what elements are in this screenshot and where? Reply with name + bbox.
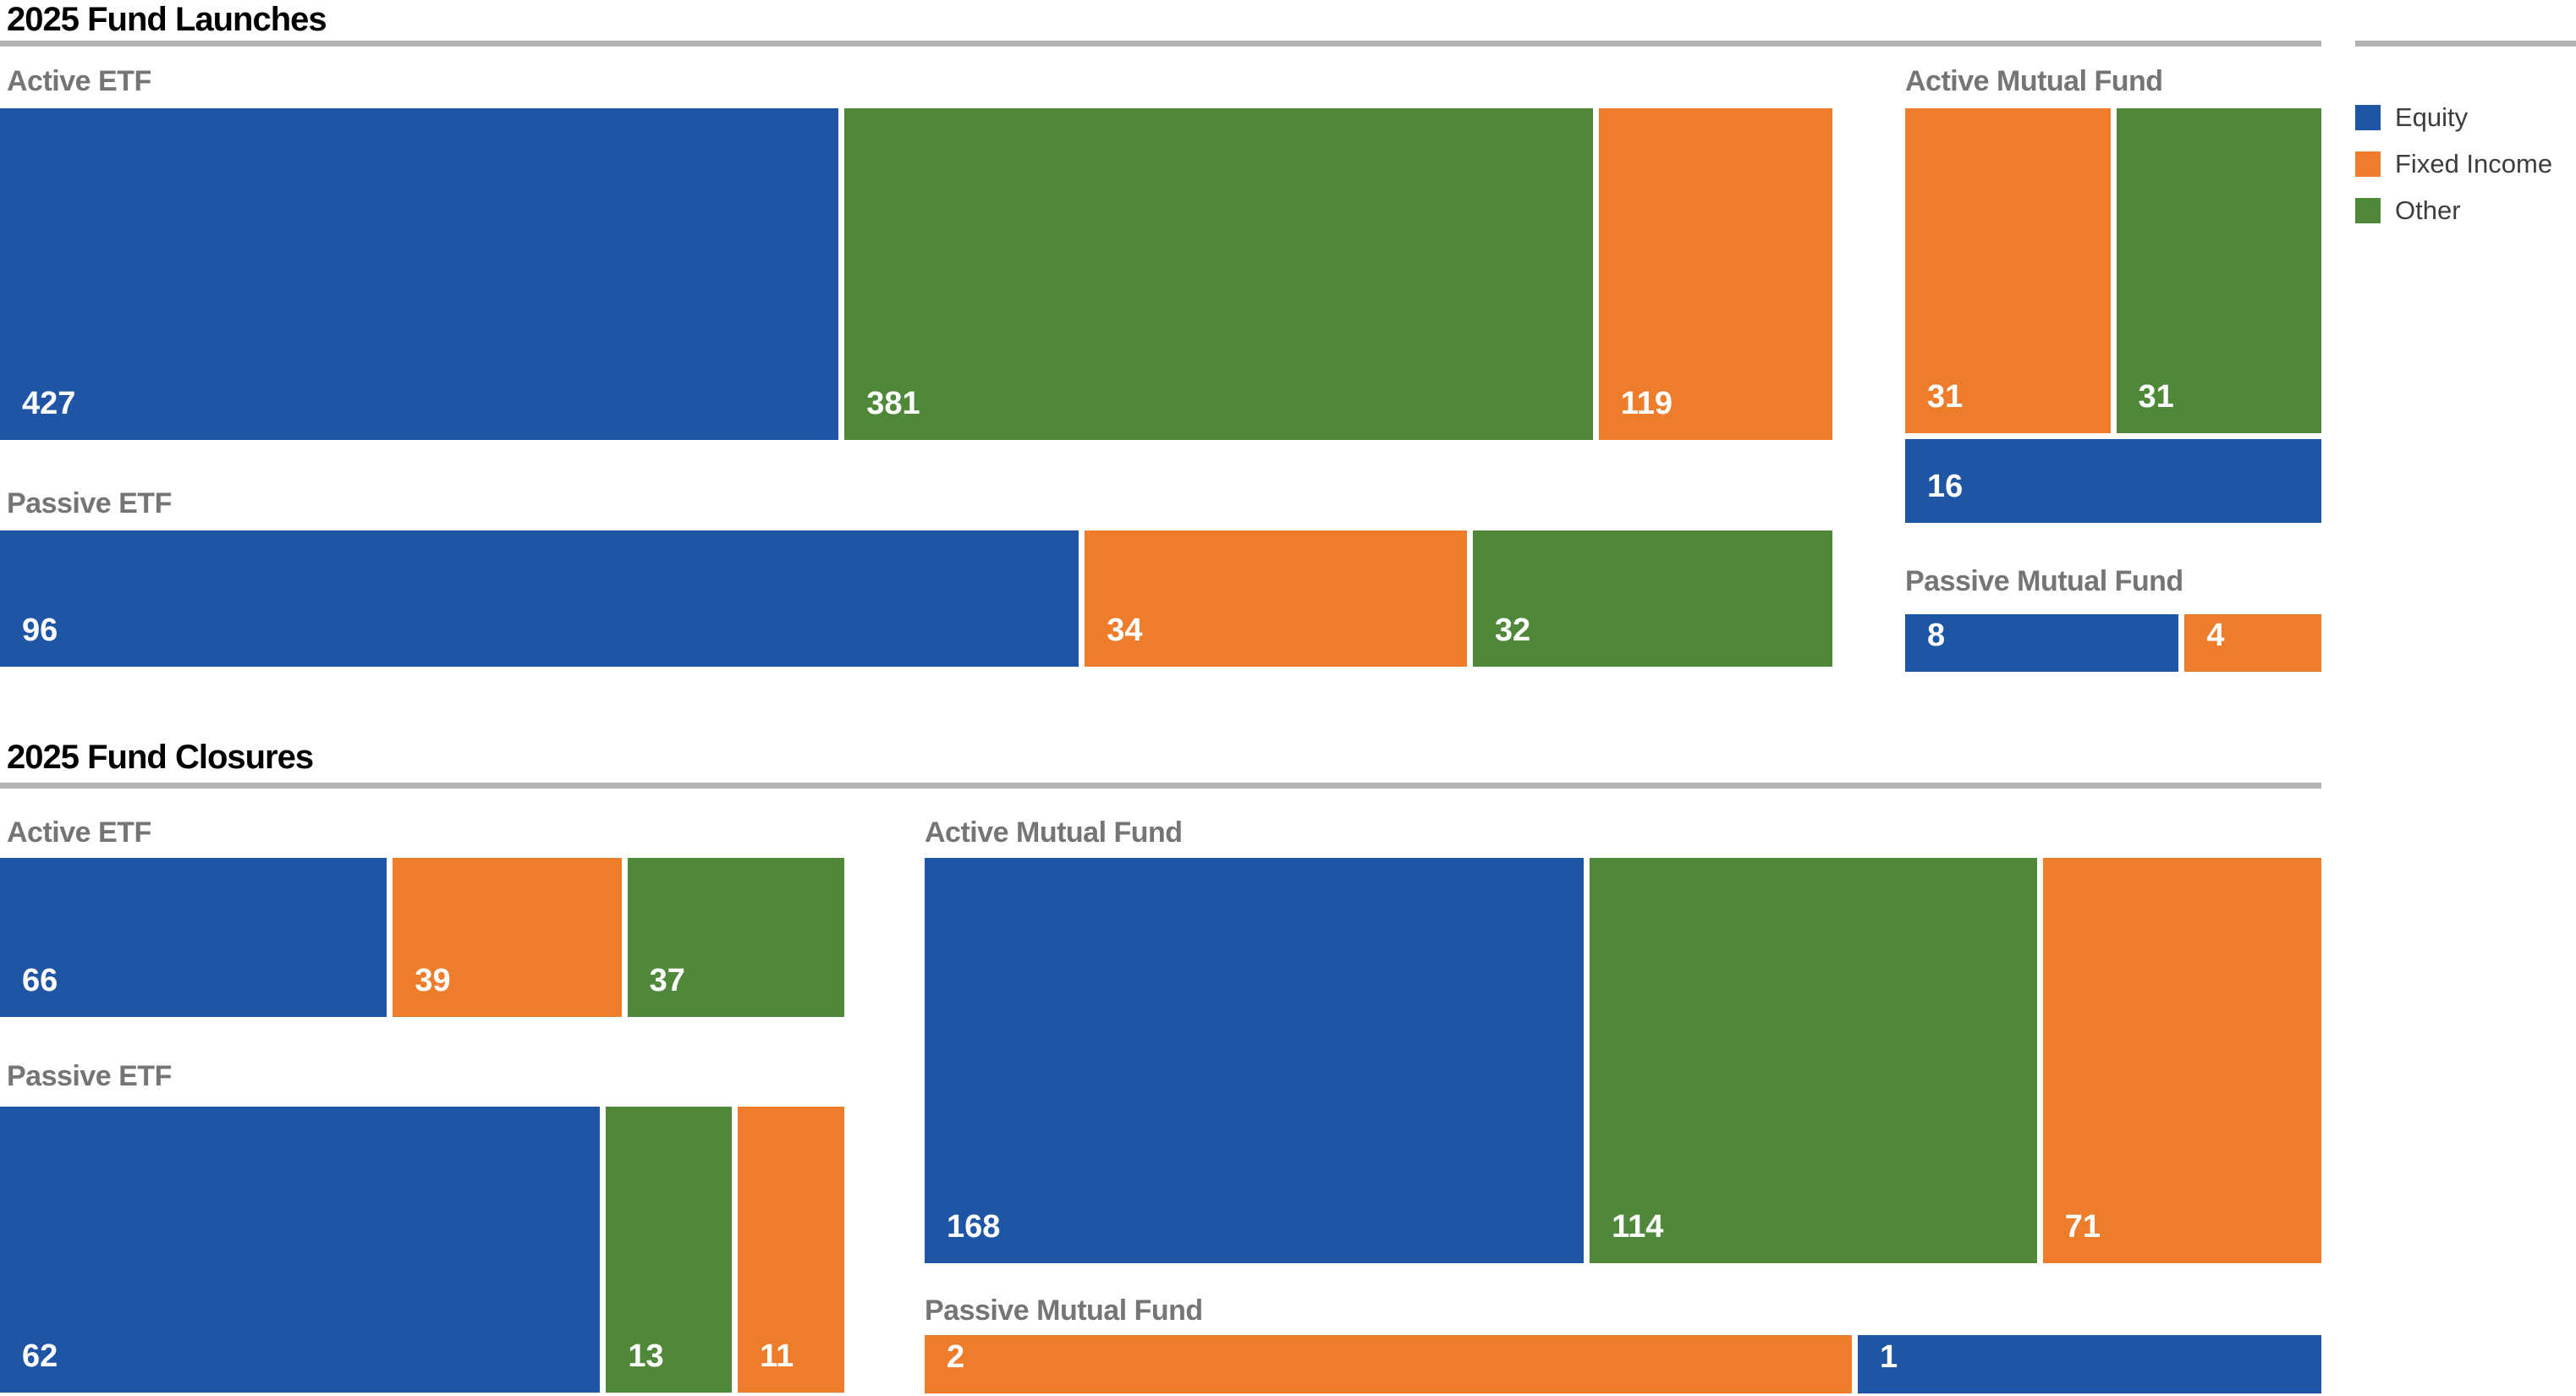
divider-rule-legend: [2355, 41, 2576, 47]
treemap-row: 66 39 37: [0, 858, 844, 1017]
segment-value: 1: [1880, 1339, 1898, 1375]
treemap-row: 168 114 71: [925, 858, 2321, 1263]
legend-label-equity: Equity: [2395, 102, 2469, 132]
legend-label-other: Other: [2395, 195, 2461, 225]
segment-fixed-income: 119: [1598, 108, 1832, 440]
treemap-row: 31 31: [1905, 108, 2321, 433]
segment-value: 4: [2206, 618, 2225, 653]
segment-other: 13: [606, 1107, 733, 1393]
legend-item-other: Other: [2355, 197, 2552, 223]
segment-value: 16: [1927, 469, 1964, 504]
treemap-closures-active-etf: 66 39 37: [0, 858, 844, 1017]
segment-equity: 16: [1905, 438, 2321, 523]
segment-equity: 1: [1858, 1335, 2321, 1393]
segment-equity: 96: [0, 530, 1079, 667]
segment-value: 66: [22, 963, 58, 998]
treemap-closures-passive-etf: 62 13 11: [0, 1107, 844, 1393]
segment-value: 13: [628, 1338, 664, 1374]
treemap-launches-active-mutual-fund: 31 31 16: [1905, 108, 2321, 523]
segment-other: 114: [1590, 858, 2037, 1263]
segment-fixed-income: 31: [1905, 108, 2111, 433]
section-title-fund-launches: 2025 Fund Launches: [7, 1, 327, 38]
segment-equity: 8: [1905, 614, 2179, 672]
segment-value: 37: [649, 963, 685, 998]
segment-value: 114: [1612, 1209, 1664, 1245]
legend-swatch-other: [2355, 197, 2381, 223]
segment-value: 8: [1927, 618, 1946, 653]
segment-equity: 62: [0, 1107, 601, 1393]
segment-value: 31: [2138, 378, 2174, 415]
segment-fixed-income: 34: [1085, 530, 1467, 667]
divider-rule-closures: [0, 783, 2321, 789]
legend-label-fixed-income: Fixed Income: [2395, 149, 2553, 179]
treemap-row: 16: [1905, 438, 2321, 523]
divider-rule-launches: [0, 41, 2321, 47]
segment-fixed-income: 71: [2042, 858, 2321, 1263]
legend-swatch-fixed-income: [2355, 151, 2381, 177]
legend-item-fixed-income: Fixed Income: [2355, 151, 2552, 177]
segment-value: 71: [2064, 1209, 2101, 1245]
segment-equity: 168: [925, 858, 1585, 1263]
segment-value: 31: [1927, 378, 1964, 415]
segment-value: 427: [22, 386, 76, 421]
segment-fixed-income: 4: [2184, 614, 2321, 672]
segment-value: 96: [22, 613, 58, 648]
treemap-row: 427 381 119: [0, 108, 1832, 440]
segment-value: 11: [760, 1338, 794, 1374]
treemap-row: 96 34 32: [0, 530, 1833, 667]
segment-fixed-income: 11: [738, 1107, 844, 1393]
section-title-fund-closures: 2025 Fund Closures: [7, 739, 314, 776]
chart-label-closures-active-mutual-fund: Active Mutual Fund: [925, 816, 1183, 849]
treemap-launches-passive-etf: 96 34 32: [0, 530, 1833, 667]
legend-swatch-equity: [2355, 104, 2381, 130]
segment-value: 34: [1107, 613, 1143, 648]
chart-label-closures-passive-mutual-fund: Passive Mutual Fund: [925, 1294, 1203, 1327]
segment-fixed-income: 39: [393, 858, 622, 1017]
treemap-closures-active-mutual-fund: 168 114 71: [925, 858, 2321, 1263]
segment-equity: 427: [0, 108, 839, 440]
legend-item-equity: Equity: [2355, 104, 2552, 130]
segment-other: 37: [627, 858, 844, 1017]
segment-value: 39: [415, 963, 451, 998]
segment-other: 31: [2116, 108, 2321, 433]
chart-label-closures-active-etf: Active ETF: [7, 816, 151, 849]
segment-other: 32: [1472, 530, 1833, 667]
segment-value: 32: [1494, 613, 1531, 648]
chart-label-launches-active-mutual-fund: Active Mutual Fund: [1905, 65, 2163, 97]
segment-value: 168: [947, 1209, 1001, 1245]
segment-value: 381: [866, 386, 920, 421]
segment-fixed-income: 2: [925, 1335, 1852, 1393]
segment-value: 119: [1620, 386, 1673, 421]
segment-equity: 66: [0, 858, 387, 1017]
segment-other: 381: [844, 108, 1593, 440]
legend: Equity Fixed Income Other: [2355, 104, 2552, 223]
segment-value: 2: [947, 1339, 965, 1375]
treemap-row: 62 13 11: [0, 1107, 844, 1393]
chart-label-launches-passive-mutual-fund: Passive Mutual Fund: [1905, 565, 2183, 597]
chart-label-launches-active-etf: Active ETF: [7, 65, 151, 97]
chart-label-launches-passive-etf: Passive ETF: [7, 487, 172, 519]
treemap-launches-active-etf: 427 381 119: [0, 108, 1832, 440]
chart-label-closures-passive-etf: Passive ETF: [7, 1060, 172, 1092]
segment-value: 62: [22, 1338, 58, 1374]
